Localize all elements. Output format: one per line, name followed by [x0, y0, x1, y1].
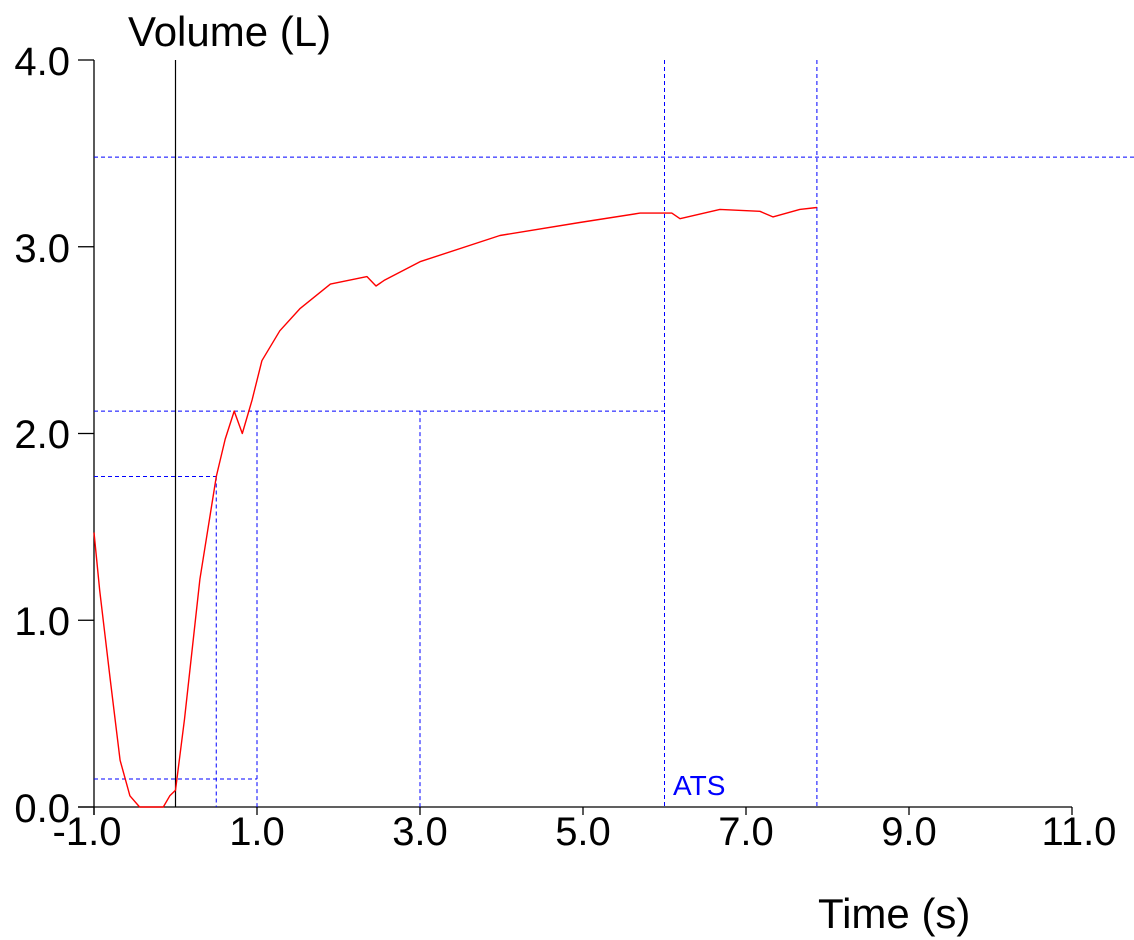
y-axis-title: Volume (L) [128, 8, 332, 55]
ats-annotation: ATS [673, 770, 726, 801]
x-tick-label: 9.0 [881, 810, 937, 854]
volume-curve [93, 206, 817, 808]
axes [78, 59, 1073, 815]
y-tick-label: 4.0 [14, 40, 70, 84]
reference-lines [94, 60, 1134, 807]
volume-line [93, 206, 817, 808]
y-tick-label: 3.0 [14, 227, 70, 271]
x-tick-label: 5.0 [555, 810, 611, 854]
x-tick-label: -1.0 [52, 810, 122, 854]
x-axis-title: Time (s) [818, 890, 971, 937]
y-tick-label: 0.0 [14, 787, 70, 831]
x-tick-label: 3.0 [392, 810, 448, 854]
y-tick-label: 1.0 [14, 600, 70, 644]
x-tick-label: 7.0 [718, 810, 774, 854]
y-tick-label: 2.0 [14, 413, 70, 457]
x-tick-label: 1.0 [229, 810, 285, 854]
x-tick-label: 11.0 [1041, 810, 1117, 854]
